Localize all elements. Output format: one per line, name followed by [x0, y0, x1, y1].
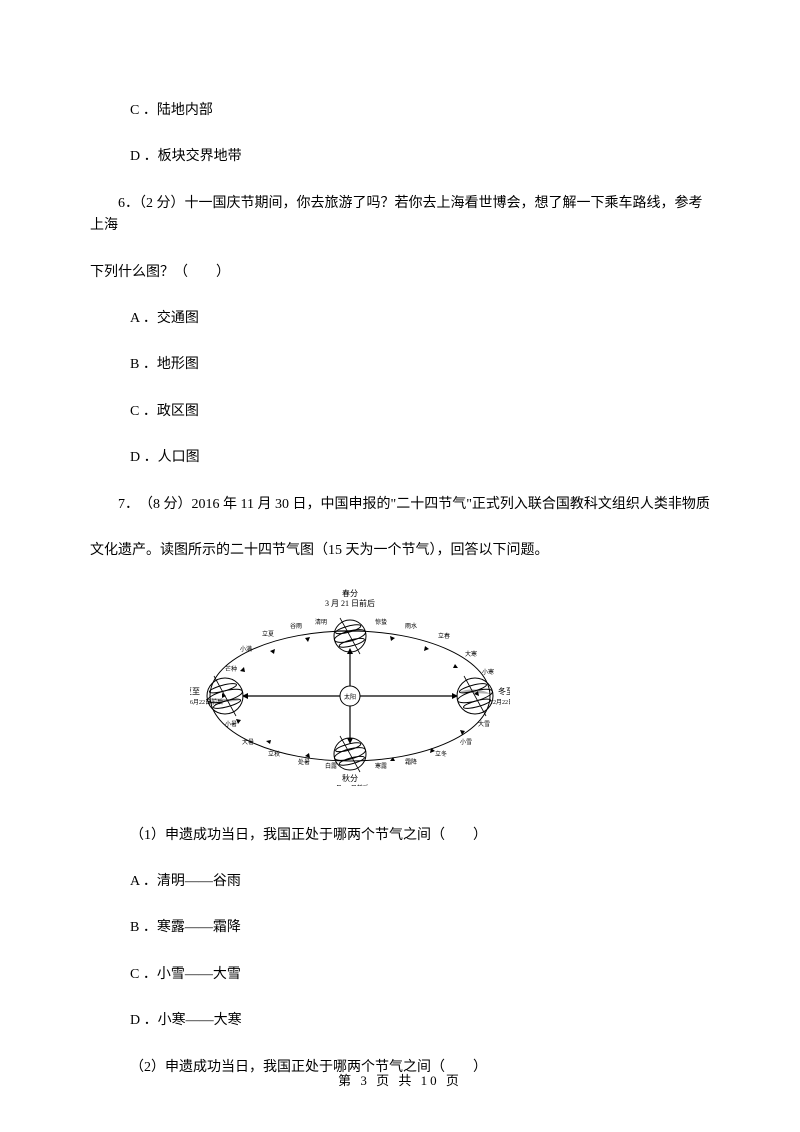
svg-text:6月22日前后: 6月22日前后 [190, 698, 223, 706]
svg-text:清明: 清明 [315, 618, 327, 626]
sun-label: 太阳 [344, 693, 356, 701]
svg-text:立秋: 立秋 [268, 750, 280, 758]
q5-option-d: D ．板块交界地带 [130, 146, 710, 168]
svg-text:雨水: 雨水 [405, 622, 417, 630]
xiazhi-label: 夏至 [190, 687, 200, 696]
svg-text:小满: 小满 [240, 645, 252, 653]
svg-text:立春: 立春 [438, 632, 450, 640]
svg-text:12月22日前后: 12月22日前后 [490, 698, 510, 706]
q7-sub1: （1）申遗成功当日，我国正处于哪两个节气之间（ ） [130, 825, 710, 847]
q7-option-b: B ．寒露——霜降 [130, 917, 710, 939]
q6-stem-line2: 下列什么图？（ ） [90, 262, 710, 284]
svg-text:大雪: 大雪 [478, 720, 490, 728]
svg-text:处暑: 处暑 [298, 758, 310, 766]
chunfen-label: 春分 [342, 588, 358, 598]
svg-text:小暑: 小暑 [225, 720, 237, 728]
svg-text:芒种: 芒种 [225, 665, 237, 673]
q6-stem-line1: 6．（2 分）十一国庆节期间，你去旅游了吗？若你去上海看世博会，想了解一下乘车路… [90, 193, 710, 238]
globe-right [456, 676, 493, 716]
q7-option-d: D ．小寒——大寒 [130, 1010, 710, 1032]
q6-option-a: A ．交通图 [130, 308, 710, 330]
qiufen-date: 9 月 23 日前后 [331, 784, 369, 786]
q6-option-b: B ．地形图 [130, 354, 710, 376]
globe-left [206, 676, 243, 716]
svg-text:立夏: 立夏 [262, 630, 274, 638]
svg-text:小雪: 小雪 [460, 738, 472, 746]
svg-text:谷雨: 谷雨 [290, 622, 302, 630]
page-footer: 第 3 页 共 10 页 [0, 1071, 800, 1092]
chunfen-date: 3 月 21 日前后 [325, 598, 375, 608]
svg-text:大寒: 大寒 [465, 650, 477, 658]
svg-text:小寒: 小寒 [482, 668, 494, 676]
q7-stem-line1: 7． （8 分）2016 年 11 月 30 日，中国申报的"二十四节气"正式列… [90, 494, 710, 516]
qiufen-label: 秋分 [342, 773, 358, 783]
q6-option-d: D ．人口图 [130, 447, 710, 469]
q5-option-c: C ．陆地内部 [130, 100, 710, 122]
svg-text:惊蛰: 惊蛰 [375, 618, 387, 626]
dongzhi-label: 冬至 [498, 686, 510, 696]
q7-stem-line2: 文化遗产。读图所示的二十四节气图（15 天为一个节气），回答以下问题。 [90, 540, 710, 562]
svg-text:白露: 白露 [325, 762, 337, 770]
q6-option-c: C ．政区图 [130, 401, 710, 423]
svg-text:立冬: 立冬 [435, 750, 447, 758]
svg-text:大暑: 大暑 [242, 738, 254, 746]
svg-text:霜降: 霜降 [405, 758, 417, 766]
q7-option-c: C ．小雪——大雪 [130, 964, 710, 986]
q7-option-a: A ．清明——谷雨 [130, 871, 710, 893]
svg-text:寒露: 寒露 [375, 762, 387, 770]
solar-terms-diagram: 春分 3 月 21 日前后 谷雨 清明 惊蛰 雨 [190, 586, 710, 794]
